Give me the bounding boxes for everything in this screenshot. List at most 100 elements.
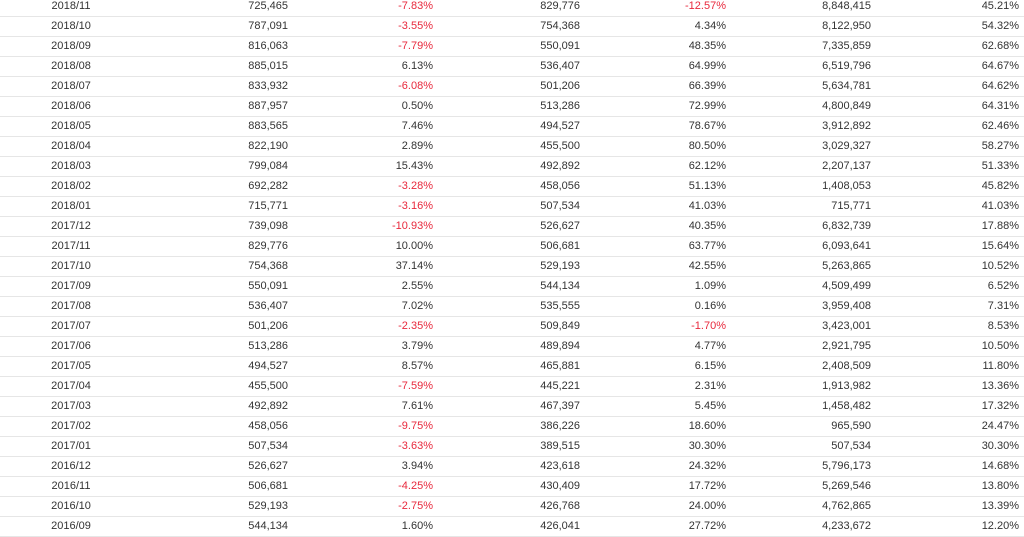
prev-value-cell: 386,226	[540, 420, 580, 432]
cumulative-cell: 1,408,053	[822, 180, 871, 192]
change-cell: -7.79%	[398, 40, 433, 52]
cumulative-cell: 5,634,781	[822, 80, 871, 92]
cumulative-cell: 4,800,849	[822, 100, 871, 112]
value-cell: 526,627	[248, 460, 288, 472]
change-cell: -4.25%	[398, 480, 433, 492]
cumulative-change-cell: 45.82%	[981, 180, 1019, 192]
prev-value-cell: 423,618	[540, 460, 580, 472]
cumulative-change-cell: 14.68%	[981, 460, 1019, 472]
prev-value-cell: 754,368	[540, 20, 580, 32]
yoy-change-cell: 4.77%	[694, 340, 726, 352]
yoy-change-cell: 48.35%	[688, 40, 726, 52]
cumulative-change-cell: 13.39%	[981, 500, 1019, 512]
cumulative-cell: 5,263,865	[822, 260, 871, 272]
cumulative-cell: 5,796,173	[822, 460, 871, 472]
value-cell: 883,565	[248, 120, 288, 132]
cumulative-change-cell: 30.30%	[981, 440, 1019, 452]
value-cell: 816,063	[248, 40, 288, 52]
cumulative-change-cell: 51.33%	[981, 160, 1019, 172]
table-row: 2018/11 725,465 -7.83% 829,776 -12.57% 8,848,…	[0, 0, 1024, 17]
month-cell: 2016/09	[51, 520, 91, 532]
cumulative-change-cell: 17.32%	[981, 400, 1019, 412]
yoy-change-cell: 78.67%	[688, 120, 726, 132]
table-row: 2017/12 739,098 -10.93% 526,627 40.35% 6,832,…	[0, 217, 1024, 237]
prev-value-cell: 492,892	[540, 160, 580, 172]
table-row: 2018/03 799,084 15.43% 492,892 62.12% 2,207,1…	[0, 157, 1024, 177]
yoy-change-cell: 18.60%	[688, 420, 726, 432]
change-cell: 3.79%	[401, 340, 433, 352]
month-cell: 2017/04	[51, 380, 91, 392]
month-cell: 2017/01	[51, 440, 91, 452]
value-cell: 885,015	[248, 60, 288, 72]
cumulative-change-cell: 41.03%	[981, 200, 1019, 212]
month-cell: 2016/11	[51, 480, 91, 492]
month-cell: 2018/06	[51, 100, 91, 112]
cumulative-change-cell: 6.52%	[987, 280, 1019, 292]
month-cell: 2017/02	[51, 420, 91, 432]
yoy-change-cell: 62.12%	[688, 160, 726, 172]
table-row: 2018/06 887,957 0.50% 513,286 72.99% 4,800,84…	[0, 97, 1024, 117]
value-cell: 754,368	[248, 260, 288, 272]
cumulative-change-cell: 17.88%	[981, 220, 1019, 232]
cumulative-change-cell: 15.64%	[981, 240, 1019, 252]
change-cell: 7.61%	[401, 400, 433, 412]
cumulative-cell: 1,913,982	[822, 380, 871, 392]
prev-value-cell: 506,681	[540, 240, 580, 252]
prev-value-cell: 494,527	[540, 120, 580, 132]
value-cell: 513,286	[248, 340, 288, 352]
cumulative-change-cell: 13.80%	[981, 480, 1019, 492]
yoy-change-cell: 40.35%	[688, 220, 726, 232]
cumulative-change-cell: 12.20%	[981, 520, 1019, 532]
yoy-change-cell: 64.99%	[688, 60, 726, 72]
table-row: 2017/05 494,527 8.57% 465,881 6.15% 2,408,509…	[0, 357, 1024, 377]
prev-value-cell: 550,091	[540, 40, 580, 52]
month-cell: 2017/12	[51, 220, 91, 232]
prev-value-cell: 829,776	[540, 0, 580, 12]
prev-value-cell: 458,056	[540, 180, 580, 192]
month-cell: 2018/02	[51, 180, 91, 192]
month-cell: 2018/09	[51, 40, 91, 52]
prev-value-cell: 544,134	[540, 280, 580, 292]
cumulative-change-cell: 64.31%	[981, 100, 1019, 112]
month-cell: 2018/11	[51, 0, 91, 12]
yoy-change-cell: 24.00%	[688, 500, 726, 512]
table-row: 2017/06 513,286 3.79% 489,894 4.77% 2,921,795…	[0, 337, 1024, 357]
cumulative-cell: 4,509,499	[822, 280, 871, 292]
yoy-change-cell: 1.09%	[694, 280, 726, 292]
yoy-change-cell: 27.72%	[688, 520, 726, 532]
month-cell: 2018/07	[51, 80, 91, 92]
cumulative-cell: 507,534	[831, 440, 871, 452]
yoy-change-cell: 80.50%	[688, 140, 726, 152]
table-row: 2017/09 550,091 2.55% 544,134 1.09% 4,509,499…	[0, 277, 1024, 297]
month-cell: 2017/06	[51, 340, 91, 352]
table-row: 2018/09 816,063 -7.79% 550,091 48.35% 7,335,8…	[0, 37, 1024, 57]
change-cell: -2.35%	[398, 320, 433, 332]
value-cell: 550,091	[248, 280, 288, 292]
month-cell: 2018/03	[51, 160, 91, 172]
cumulative-change-cell: 64.62%	[981, 80, 1019, 92]
prev-value-cell: 467,397	[540, 400, 580, 412]
change-cell: -10.93%	[392, 220, 433, 232]
month-cell: 2017/11	[51, 240, 91, 252]
cumulative-cell: 965,590	[831, 420, 871, 432]
value-cell: 455,500	[248, 380, 288, 392]
yoy-change-cell: -1.70%	[691, 320, 726, 332]
cumulative-cell: 3,912,892	[822, 120, 871, 132]
yoy-change-cell: 6.15%	[694, 360, 726, 372]
month-cell: 2017/07	[51, 320, 91, 332]
cumulative-change-cell: 24.47%	[981, 420, 1019, 432]
prev-value-cell: 465,881	[540, 360, 580, 372]
yoy-change-cell: 63.77%	[688, 240, 726, 252]
yoy-change-cell: 72.99%	[688, 100, 726, 112]
month-cell: 2017/10	[51, 260, 91, 272]
month-cell: 2018/01	[51, 200, 91, 212]
change-cell: -7.59%	[398, 380, 433, 392]
value-cell: 739,098	[248, 220, 288, 232]
prev-value-cell: 536,407	[540, 60, 580, 72]
value-cell: 725,465	[248, 0, 288, 12]
yoy-change-cell: 41.03%	[688, 200, 726, 212]
yoy-change-cell: -12.57%	[685, 0, 726, 12]
cumulative-change-cell: 11.80%	[982, 360, 1020, 372]
cumulative-cell: 6,093,641	[822, 240, 871, 252]
change-cell: -2.75%	[398, 500, 433, 512]
